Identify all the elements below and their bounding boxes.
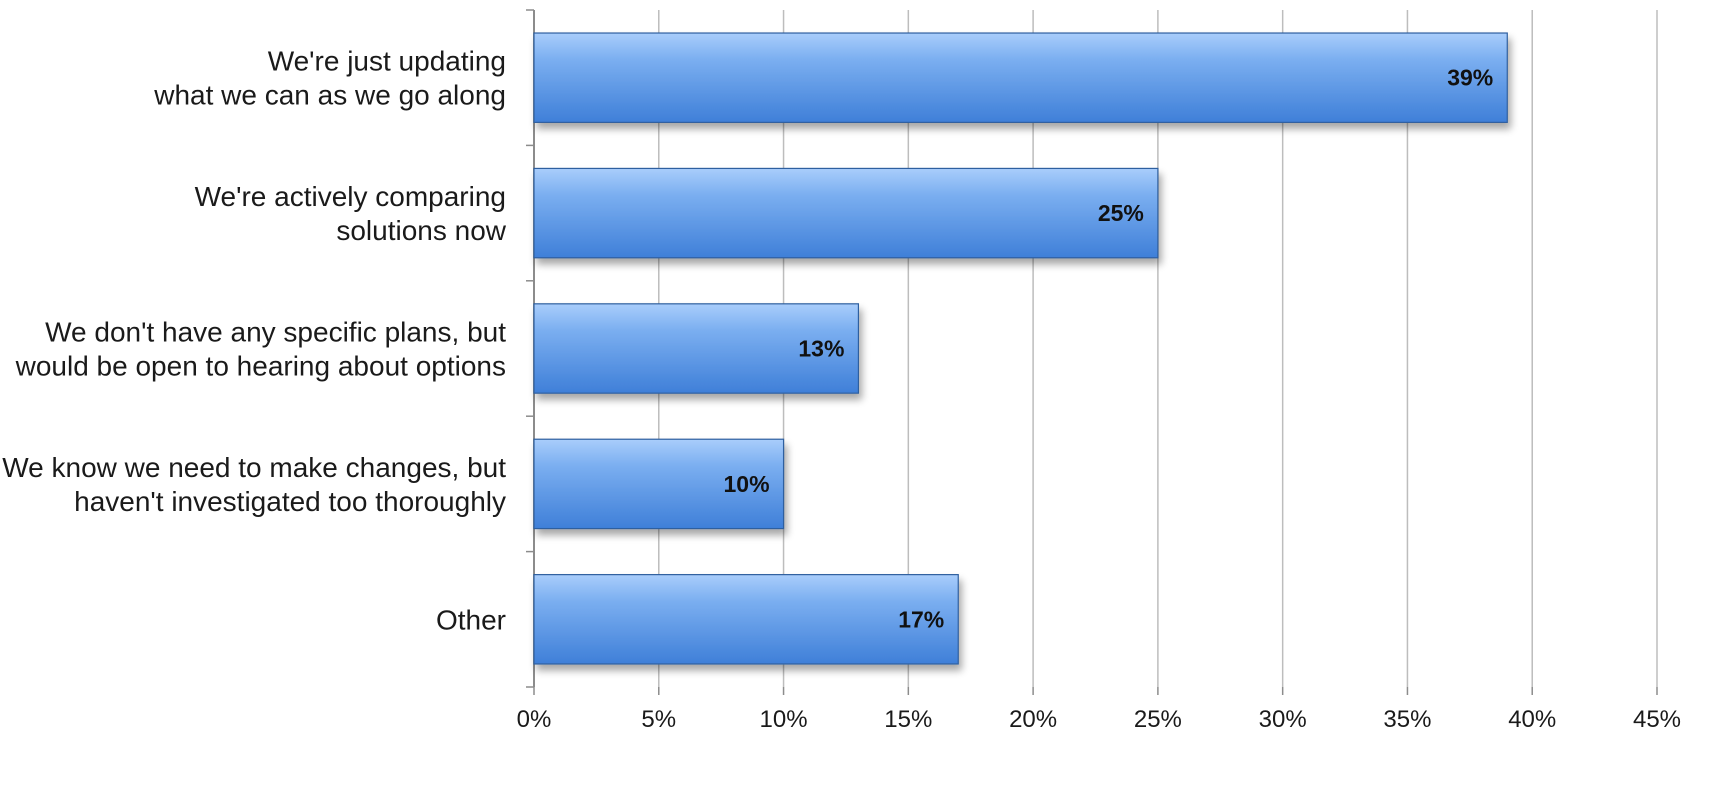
bar-data-label: 10%	[724, 471, 770, 497]
x-tick-label: 10%	[760, 706, 808, 733]
bar	[533, 167, 1159, 259]
bar-data-label: 13%	[798, 336, 844, 362]
labels: 0% 5% 10% 15% 20% 25% 30% 35% 40% 45% 39% We're jus…	[2, 46, 1681, 733]
category-label: We don't have any specific plans, but wou…	[15, 317, 507, 382]
x-tick-label: 5%	[641, 706, 676, 733]
x-tick-label: 45%	[1633, 706, 1681, 733]
bar	[533, 574, 959, 665]
category-label: We know we need to make changes, but have…	[2, 452, 506, 517]
category-label: Other	[436, 604, 506, 635]
x-tick-label: 35%	[1383, 706, 1431, 733]
bar-data-label: 17%	[898, 606, 944, 632]
bars	[533, 32, 1508, 665]
category-label: We're actively comparing solutions now	[195, 181, 507, 246]
x-tick-label: 15%	[884, 706, 932, 733]
bar	[533, 303, 860, 394]
bar	[533, 32, 1508, 123]
bar	[533, 438, 785, 530]
x-tick-label: 20%	[1009, 706, 1057, 733]
category-label: We're just updating what we can as we go …	[153, 46, 506, 111]
x-tick-label: 25%	[1134, 706, 1182, 733]
bar-data-label: 25%	[1098, 200, 1144, 226]
bar-data-label: 39%	[1447, 65, 1493, 91]
x-tick-label: 0%	[517, 706, 552, 733]
x-tick-label: 40%	[1508, 706, 1556, 733]
x-tick-label: 30%	[1259, 706, 1307, 733]
